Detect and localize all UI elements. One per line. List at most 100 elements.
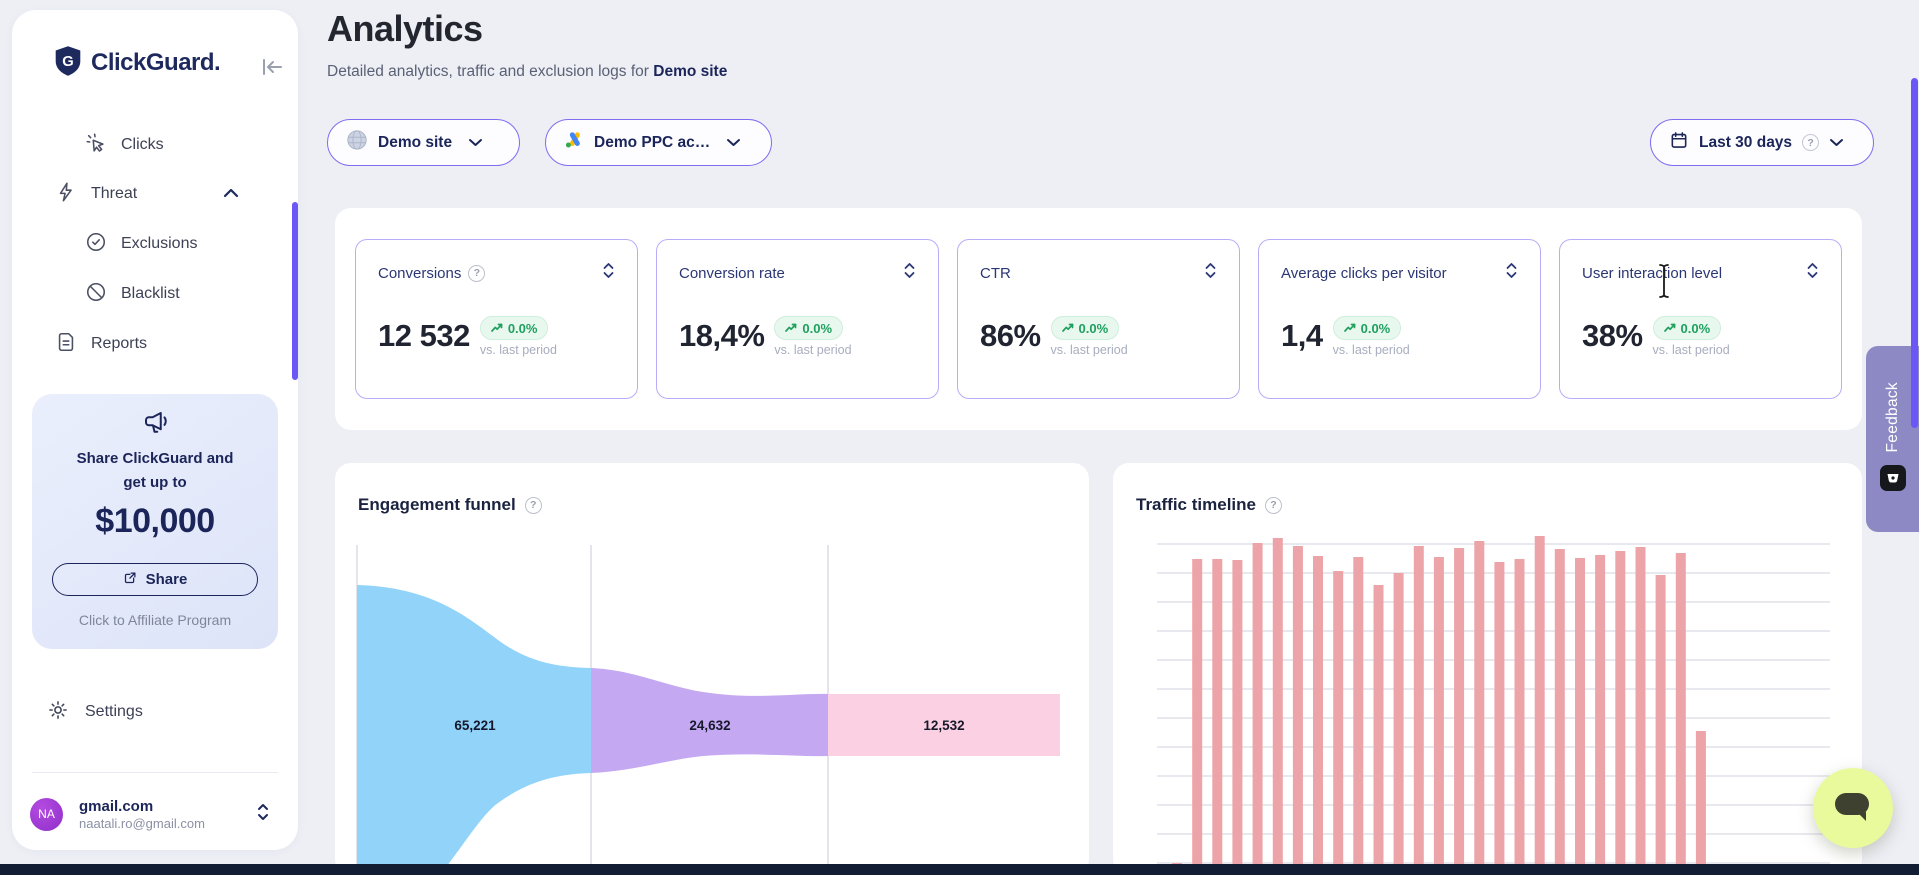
help-icon[interactable]: ? [468,264,486,282]
chevron-updown-icon[interactable] [256,802,270,827]
chevron-down-icon [1829,134,1844,152]
share-button[interactable]: Share [52,563,258,596]
traffic-bar [1413,546,1424,875]
sidebar-collapse-icon[interactable] [258,55,286,79]
page-subtitle: Detailed analytics, traffic and exclusio… [327,63,727,81]
help-icon[interactable]: ? [1264,496,1282,514]
sidebar-scrollbar-thumb[interactable] [292,202,298,380]
traffic-bar [1393,573,1404,875]
stat-value: 12 532 [378,318,470,353]
affiliate-promo-card[interactable]: Share ClickGuard and get up to $10,000 S… [32,394,278,649]
chevron-down-icon [468,134,483,152]
change-value: 0.0% [802,320,833,336]
sort-updown-icon[interactable] [1505,262,1518,284]
sidebar-item-clicks[interactable]: Clicks [85,125,275,165]
site-selector[interactable]: Demo site [327,119,520,166]
app-logo[interactable]: G ClickGuard. [53,45,221,80]
megaphone-icon [142,408,172,443]
date-range-selector[interactable]: Last 30 days ? [1650,119,1874,166]
sidebar-item-exclusions[interactable]: Exclusions [85,224,275,264]
stat-value: 38% [1582,318,1643,353]
funnel-stage-visitors [357,585,591,875]
change-value: 0.0% [1078,320,1109,336]
traffic-bar [1373,585,1384,875]
ppc-account-selector[interactable]: Demo PPC ac… [545,119,772,166]
affiliate-caption[interactable]: Click to Affiliate Program [78,612,232,628]
traffic-bar [1474,541,1485,875]
sidebar-item-reports[interactable]: Reports [55,324,275,364]
traffic-bar [1252,543,1263,875]
stat-card-interaction-level: User interaction level 38% 0.0% vs. last… [1559,239,1842,399]
change-value: 0.0% [1360,320,1391,336]
stat-value: 18,4% [679,318,765,353]
traffic-bar [1695,731,1706,875]
change-badge: 0.0% [1332,316,1402,340]
stat-label: CTR [980,264,1011,282]
feedback-widget-icon [1879,464,1906,496]
stat-card-conversions: Conversions ? 12 532 0.0% vs. last perio… [355,239,638,399]
traffic-bar [1333,571,1344,875]
chat-launcher-button[interactable] [1813,768,1893,848]
sort-updown-icon[interactable] [1204,262,1217,284]
traffic-bar [1292,546,1303,875]
traffic-bar [1313,556,1323,875]
traffic-bar [1212,559,1223,875]
sidebar-item-label: Threat [91,185,138,202]
traffic-bar [1272,538,1283,875]
stat-card-avg-clicks: Average clicks per visitor 1,4 0.0% vs. … [1258,239,1541,399]
calendar-icon [1669,130,1689,155]
change-badge: 0.0% [479,316,549,340]
help-icon[interactable]: ? [524,496,542,514]
lightning-icon [55,181,77,208]
chevron-up-icon[interactable] [223,185,239,203]
stat-value: 1,4 [1281,318,1323,353]
stat-card-ctr: CTR 86% 0.0% vs. last period [957,239,1240,399]
account-email: naatali.ro@gmail.com [79,815,205,831]
avatar: NA [30,797,63,831]
promo-amount: $10,000 [95,502,215,540]
sidebar-item-label: Blacklist [121,285,180,302]
sidebar-item-settings[interactable]: Settings [47,692,143,732]
traffic-timeline-card: Traffic timeline ? [1113,463,1862,875]
check-badge-icon [85,231,107,258]
funnel-stage-engaged [591,668,828,773]
funnel-stage-value: 65,221 [454,718,496,733]
stat-label: Conversion rate [679,264,785,282]
sidebar-item-threat[interactable]: Threat [55,174,275,214]
sidebar-item-label: Clicks [121,136,164,153]
help-icon[interactable]: ? [1802,134,1820,151]
sort-updown-icon[interactable] [602,262,615,284]
traffic-bar [1232,560,1243,875]
sort-updown-icon[interactable] [903,262,916,284]
account-name: gmail.com [79,797,154,815]
traffic-bar [1192,559,1203,875]
feedback-label: Feedback [1883,382,1901,453]
account-switcher[interactable]: NA gmail.com naatali.ro@gmail.com [30,790,280,838]
sidebar-item-blacklist[interactable]: Blacklist [85,274,275,314]
traffic-chart-title: Traffic timeline [1136,495,1256,514]
funnel-chart: 65,221 24,632 12,532 [356,545,1060,875]
compare-label: vs. last period [1050,343,1128,357]
compare-label: vs. last period [479,343,557,357]
traffic-bar [1494,562,1505,875]
google-ads-icon [564,130,584,155]
funnel-chart-title: Engagement funnel [358,495,516,514]
chat-bubble-icon [1832,788,1874,829]
sidebar: G ClickGuard. Clicks Threat Exclusions B… [12,10,298,850]
traffic-bar [1615,551,1626,875]
logo-wordmark: ClickGuard. [91,49,221,76]
blocked-icon [85,281,107,308]
feedback-tab[interactable]: Feedback [1866,346,1919,532]
stats-panel: Conversions ? 12 532 0.0% vs. last perio… [335,208,1862,430]
chevron-down-icon [726,134,741,152]
page-scrollbar-thumb[interactable] [1911,78,1918,428]
site-selector-label: Demo site [378,133,453,151]
subtitle-site-name: Demo site [653,63,728,80]
traffic-bar [1534,536,1545,875]
ppc-account-label: Demo PPC ac… [594,133,711,151]
compare-label: vs. last period [774,343,852,357]
stat-card-conversion-rate: Conversion rate 18,4% 0.0% vs. last peri… [656,239,939,399]
subtitle-text: Detailed analytics, traffic and exclusio… [327,63,654,80]
sort-updown-icon[interactable] [1806,262,1819,284]
svg-text:G: G [62,53,73,69]
